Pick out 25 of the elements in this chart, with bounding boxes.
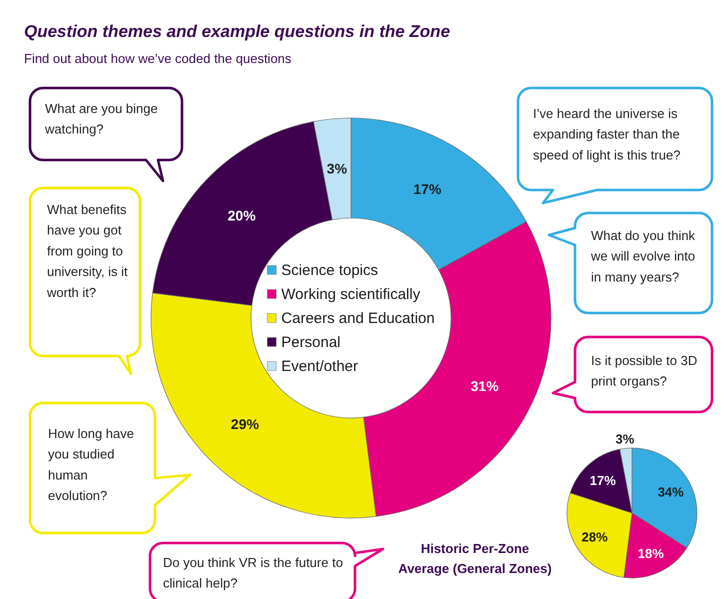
- data-label: 34%: [658, 484, 684, 500]
- data-label: 29%: [230, 416, 260, 432]
- text: What are you binge watching?: [45, 101, 158, 137]
- data-label: 28%: [582, 529, 608, 544]
- chart-subtitle: Find out about how we’ve coded the questions: [24, 51, 292, 66]
- legend-label: Event/other: [281, 358, 358, 374]
- text: What benefits have you got from going to university, is it worth it?: [47, 202, 128, 300]
- text: Is it possible to 3D print organs?: [591, 353, 698, 389]
- text: Historic Per-Zone Average (General Zones): [398, 541, 552, 576]
- data-label: 18%: [638, 545, 664, 560]
- data-label: 17%: [590, 472, 616, 488]
- data-label: 3%: [616, 430, 635, 446]
- data-label: 31%: [470, 378, 500, 394]
- legend-label: Careers and Education: [281, 310, 435, 326]
- legend-label: Working scientifically: [281, 286, 421, 302]
- legend-label: Personal: [281, 334, 340, 350]
- data-label: 3%: [326, 160, 348, 177]
- data-label: 17%: [413, 180, 442, 197]
- legend-label: Science topics: [281, 262, 378, 278]
- chart-title: Question themes and example questions in the Zone: [24, 22, 450, 41]
- data-label: 20%: [228, 207, 256, 224]
- text: What do you think we will evolve into in many years?: [591, 228, 696, 284]
- text: I’ve heard the universe is expanding faster than the speed of light is this true?: [533, 106, 680, 162]
- text: How long have you studied human evolution?: [48, 426, 134, 504]
- text: Do you think VR is the future to clinical help?: [163, 555, 343, 591]
